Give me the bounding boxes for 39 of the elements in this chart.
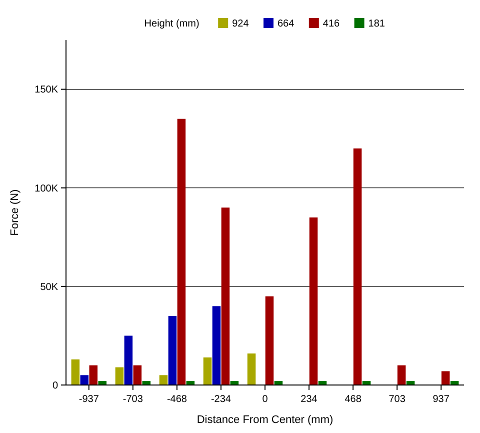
x-tick-label: 937 [432,394,450,405]
x-tick-label: 468 [344,394,362,405]
x-tick-label: -468 [166,394,188,405]
x-tick-label: -234 [210,394,232,405]
x-tick-label: 0 [262,394,268,405]
bar [397,365,406,385]
y-tick-label: 0 [52,380,58,392]
bar [309,217,318,385]
legend-label: 664 [278,18,295,30]
bar [71,359,80,385]
x-tick-label: 703 [388,394,406,405]
y-tick-label: 150K [34,84,58,96]
y-tick-label: 50K [40,282,58,293]
bar [212,306,221,385]
bar [98,381,107,385]
bar [133,365,142,385]
legend-label: 416 [322,18,340,30]
bar [124,336,133,385]
x-axis-title: Distance From Center (mm) [196,414,334,426]
bar [159,375,168,385]
bar [168,316,177,385]
bar [265,296,274,385]
bar [89,365,98,385]
y-axis-title: Force (N) [9,189,21,236]
x-tick-label: -703 [122,394,144,405]
x-tick-label: -937 [78,394,100,405]
bar [221,208,230,385]
y-tick-label: 100K [34,183,58,194]
bar [247,353,256,385]
legend-title: Height (mm) [144,18,200,30]
x-tick-label: 234 [300,394,318,405]
bar [203,357,212,385]
bar [80,375,89,385]
bar [353,148,362,385]
bar [115,367,124,385]
legend-label: 924 [232,18,250,30]
bar [441,371,450,385]
bar [177,118,186,385]
legend-label: 181 [368,18,386,30]
